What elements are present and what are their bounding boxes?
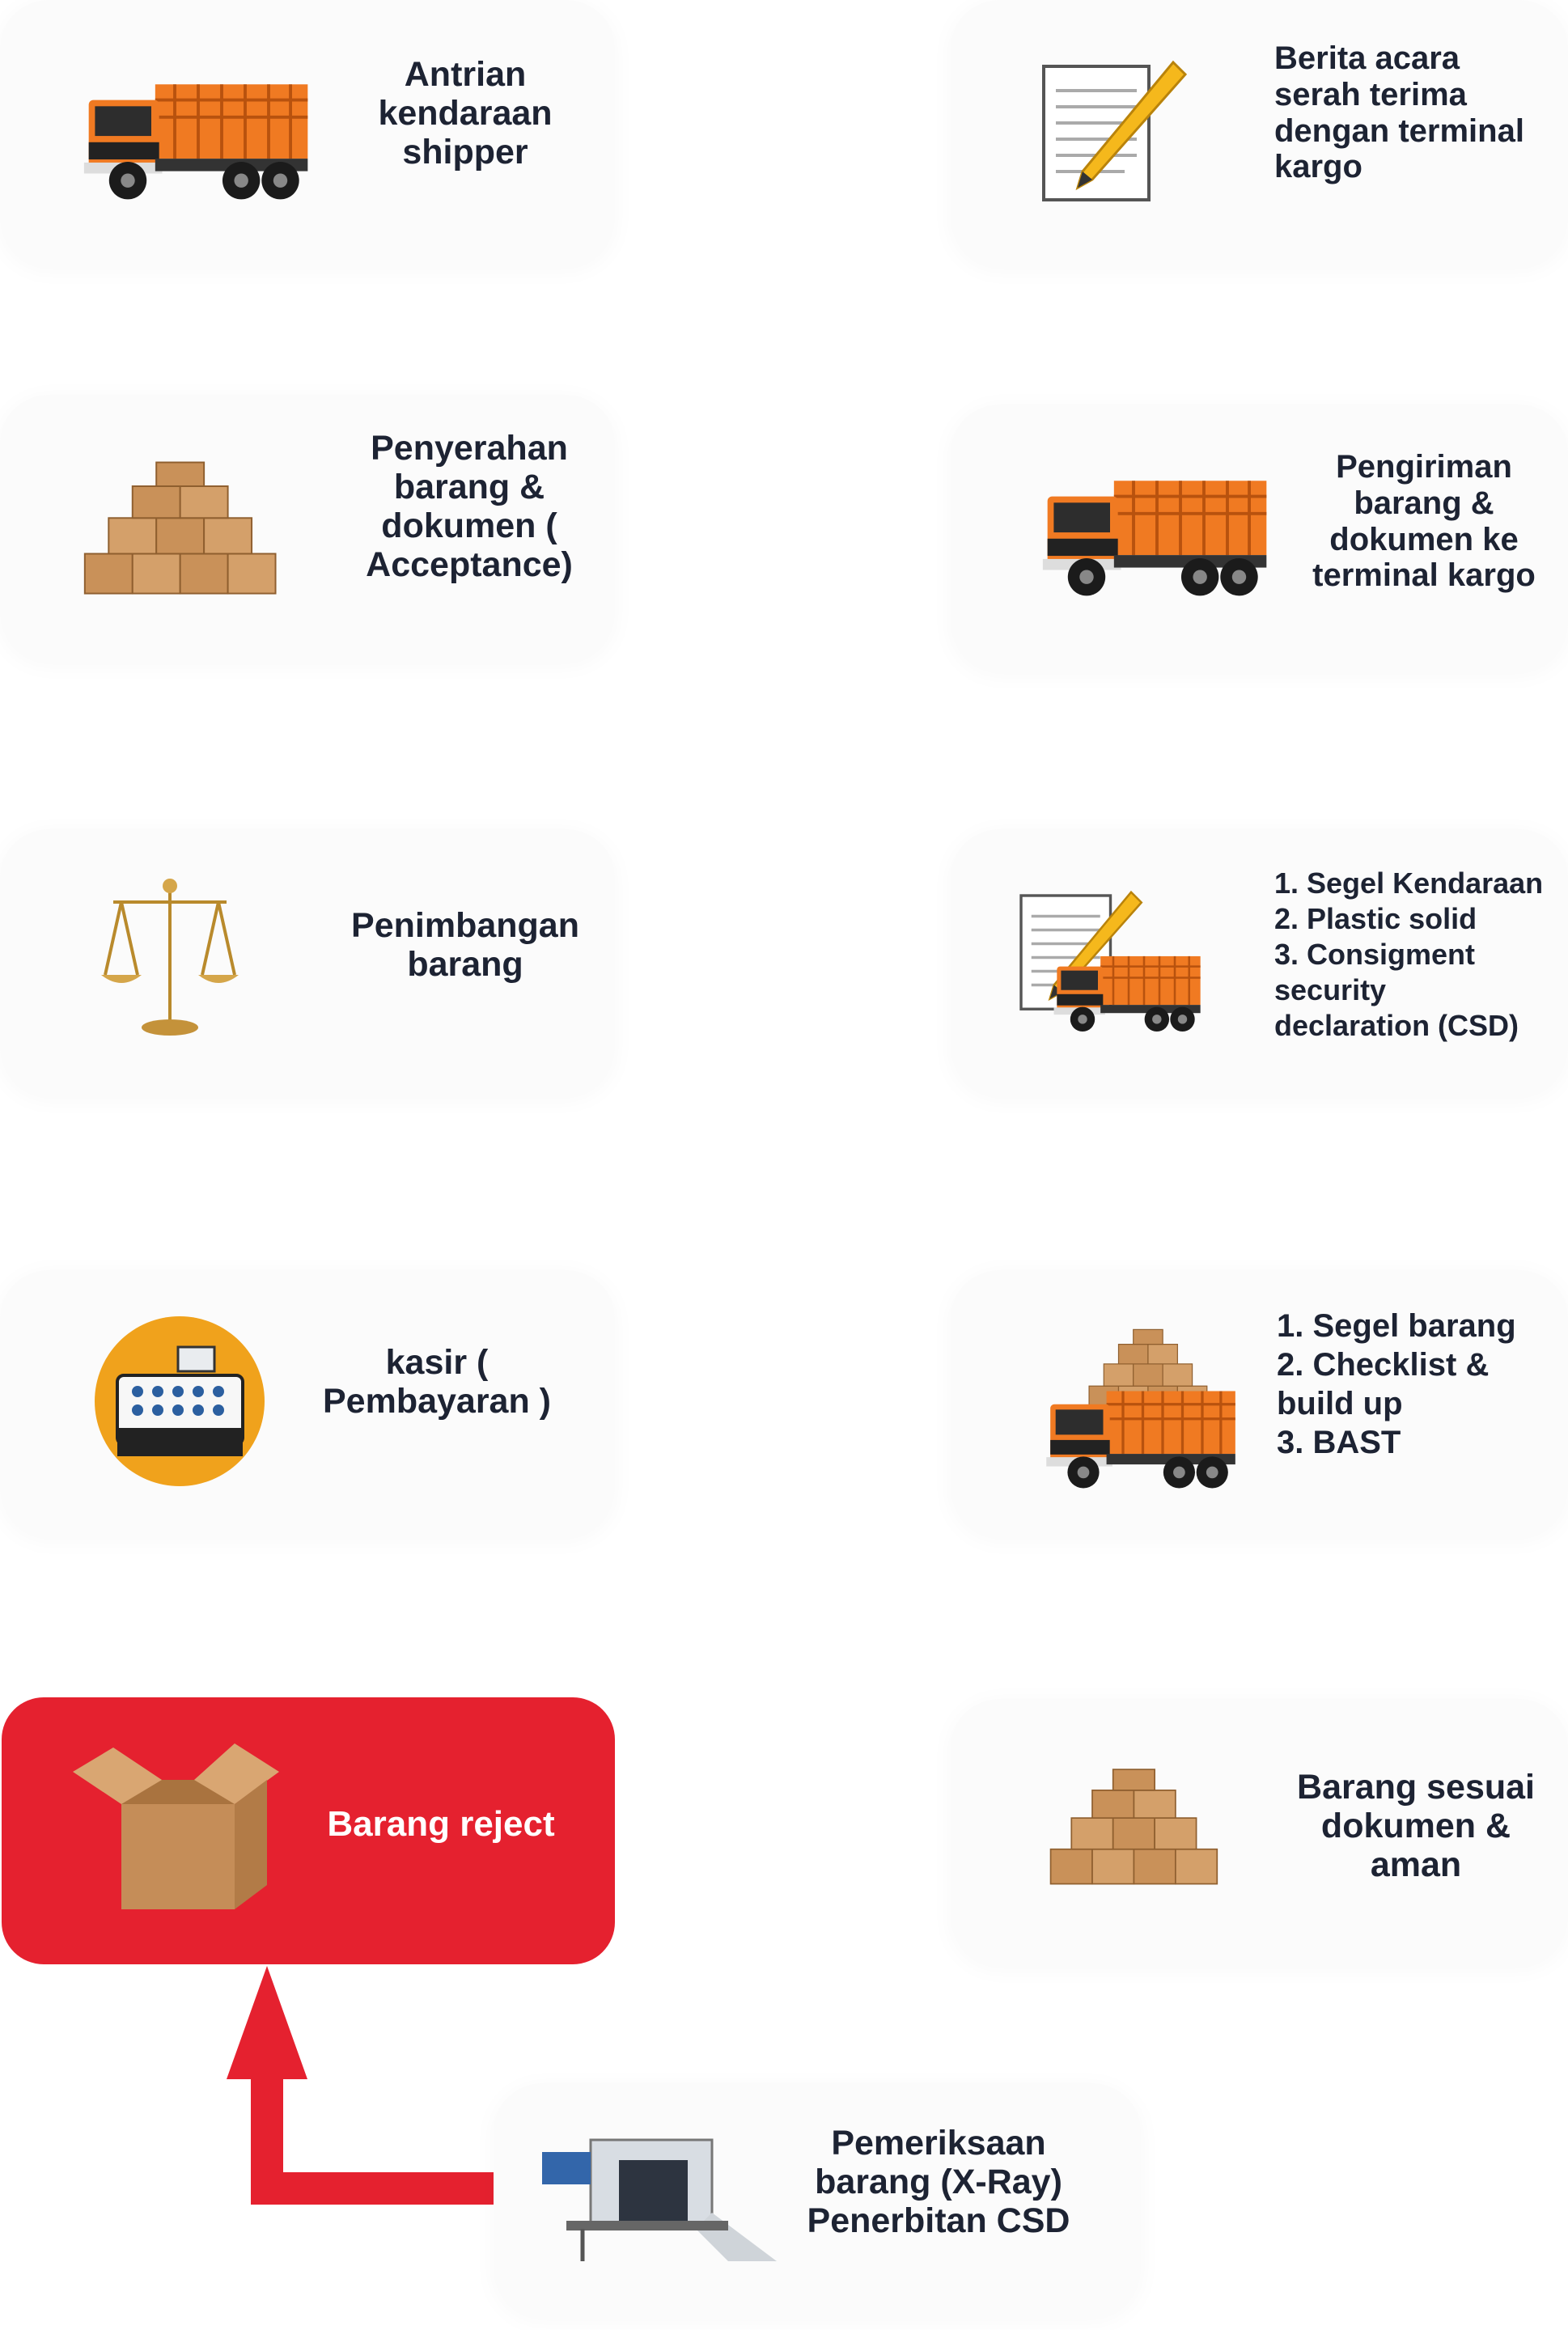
step-card-penyerahan xyxy=(0,395,615,662)
loaded-truck-icon xyxy=(1044,1375,1242,1497)
open-box-icon xyxy=(73,1743,279,1909)
step-label-pengiriman: Pengiriman barang & dokumen ke terminal kar… xyxy=(1312,449,1536,594)
cash-register-icon xyxy=(95,1316,265,1486)
step-label-barang-sesuai: Barang sesuai dokumen & aman xyxy=(1297,1768,1535,1885)
step-label-xray: Pemeriksaan barang (X-Ray) Penerbitan CSD xyxy=(807,2124,1070,2241)
step-label-penyerahan: Penyerahan barang & dokumen (Acceptance) xyxy=(366,429,573,585)
truck-icon xyxy=(1040,453,1274,615)
step-card-segel-barang xyxy=(951,1270,1568,1537)
reject-arrow xyxy=(227,1966,494,2205)
step-card-penimbangan xyxy=(0,829,615,1096)
reject-label: Barang reject xyxy=(327,1804,555,1844)
reject-box xyxy=(2,1697,615,1964)
step-label-berita-acara: Berita acara serah terima dengan terminal k… xyxy=(1274,40,1524,185)
truck-icon xyxy=(81,57,316,218)
step-label-segel-barang: 1. Segel barang 2. Checklist & build up 3. … xyxy=(1277,1308,1516,1460)
step-label-antrian: Antrian kendaraan shipper xyxy=(378,55,553,172)
boxes-icon xyxy=(77,457,299,603)
truck-icon xyxy=(1052,938,1206,1044)
boxes-icon xyxy=(1044,1764,1238,1893)
scale-icon xyxy=(101,879,239,1036)
step-label-segel-kendaraan: 1. Segel Kendaraan 2. Plastic solid 3. Con… xyxy=(1274,866,1544,1042)
step-card-barang-sesuai xyxy=(951,1699,1568,1966)
document-pencil-icon xyxy=(1028,50,1189,212)
step-label-penimbangan: Penimbangan barang xyxy=(351,906,579,985)
xray-scanner-icon xyxy=(542,2138,777,2261)
step-label-kasir: kasir (Pembayaran ) xyxy=(322,1343,552,1421)
